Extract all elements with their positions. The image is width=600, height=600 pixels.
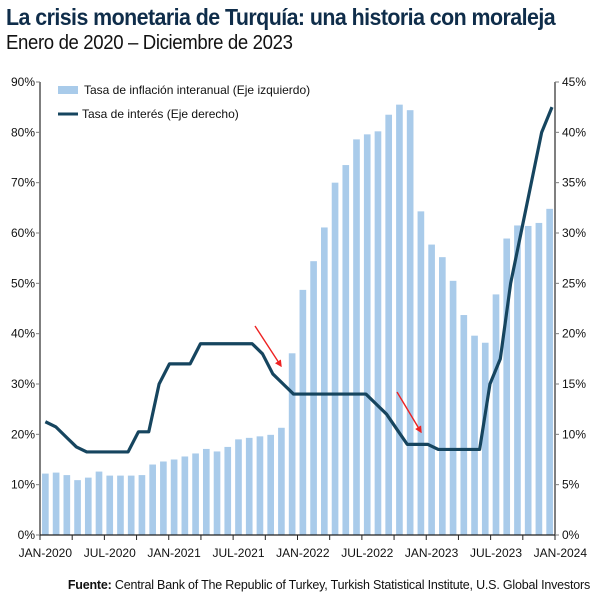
right-tick-label: 30% xyxy=(562,226,586,240)
x-tick-label: JUL-2021 xyxy=(212,546,264,560)
inflation-bar xyxy=(74,480,81,535)
x-tick-label: JAN-2022 xyxy=(276,546,330,560)
inflation-bar xyxy=(138,475,146,535)
annotation-arrow xyxy=(254,325,282,368)
inflation-bar xyxy=(353,139,360,535)
inflation-bar xyxy=(331,182,339,536)
inflation-bar xyxy=(224,446,232,535)
inflation-bar xyxy=(460,315,468,535)
right-tick-label: 15% xyxy=(562,377,586,391)
source-note: Fuente: Central Bank of The Republic of … xyxy=(68,578,590,592)
inflation-bar xyxy=(84,477,92,535)
source-label: Fuente: xyxy=(67,578,112,592)
right-tick-label: 20% xyxy=(562,327,586,341)
inflation-bar xyxy=(63,475,71,535)
left-tick-label: 40% xyxy=(11,327,35,341)
inflation-bar xyxy=(417,211,425,536)
left-tick-label: 20% xyxy=(11,427,35,441)
source-text: Central Bank of The Republic of Turkey, … xyxy=(111,578,590,592)
inflation-bar xyxy=(181,456,189,535)
inflation-bar xyxy=(202,448,210,535)
inflation-bar xyxy=(374,131,382,535)
inflation-bar xyxy=(481,342,489,535)
inflation-bar xyxy=(117,475,124,535)
inflation-bar xyxy=(213,451,221,535)
annotations-group xyxy=(254,325,422,434)
x-tick-label: JUL-2020 xyxy=(84,546,136,560)
inflation-bar xyxy=(363,134,371,535)
right-tick-label: 40% xyxy=(562,125,586,139)
x-tick-label: JUL-2023 xyxy=(470,546,522,560)
legend-bar-swatch xyxy=(58,86,78,94)
x-tick-label: JAN-2021 xyxy=(147,546,201,560)
annotation-arrow xyxy=(396,391,422,434)
chart-subtitle: Enero de 2020 – Diciembre de 2023 xyxy=(6,32,293,54)
right-tick-label: 5% xyxy=(562,478,580,492)
x-tick-label: JAN-2020 xyxy=(19,546,73,560)
x-tick-label: JUL-2022 xyxy=(341,546,393,560)
chart-title: La crisis monetaria de Turquía: una hist… xyxy=(6,4,556,30)
line-group xyxy=(44,106,554,454)
right-tick-label: 25% xyxy=(562,276,586,290)
inflation-bar xyxy=(503,238,511,536)
inflation-bar xyxy=(52,472,60,535)
left-tick-label: 60% xyxy=(11,226,35,240)
inflation-bar xyxy=(127,475,135,535)
inflation-bar xyxy=(42,473,49,535)
left-tick-label: 30% xyxy=(11,377,35,391)
inflation-bar xyxy=(170,459,178,535)
inflation-bar xyxy=(492,294,500,535)
inflation-bar xyxy=(256,436,264,535)
left-tick-label: 10% xyxy=(11,478,35,492)
bars-group xyxy=(42,104,553,536)
inflation-bar xyxy=(235,439,242,535)
legend-label-inflation: Tasa de inflación interanual (Eje izquie… xyxy=(84,83,310,97)
inflation-bar xyxy=(299,289,307,535)
inflation-bar xyxy=(95,471,103,535)
left-tick-label: 90% xyxy=(11,75,35,89)
x-tick-label: JAN-2023 xyxy=(405,546,459,560)
legend-label-interest: Tasa de interés (Eje derecho) xyxy=(82,107,239,121)
inflation-bar xyxy=(288,353,296,535)
right-tick-label: 35% xyxy=(562,176,586,190)
inflation-bar xyxy=(342,165,350,536)
inflation-bar xyxy=(514,225,521,535)
right-tick-label: 0% xyxy=(562,528,580,542)
legend: Tasa de inflación interanual (Eje izquie… xyxy=(58,83,310,121)
left-tick-label: 70% xyxy=(11,176,35,190)
left-tick-label: 0% xyxy=(18,528,36,542)
inflation-bar xyxy=(245,437,253,535)
inflation-bar xyxy=(192,453,199,535)
inflation-bar xyxy=(471,335,478,535)
inflation-bar xyxy=(396,104,403,536)
inflation-bar xyxy=(106,475,114,535)
inflation-bar xyxy=(428,244,435,535)
inflation-bar xyxy=(278,427,285,535)
inflation-bar xyxy=(546,208,553,535)
inflation-bar xyxy=(449,280,457,535)
x-tick-label: JAN-2024 xyxy=(534,546,588,560)
inflation-bar xyxy=(321,227,328,535)
right-tick-label: 45% xyxy=(562,75,586,89)
inflation-bar xyxy=(406,110,414,535)
inflation-bar xyxy=(524,225,532,535)
right-tick-label: 10% xyxy=(562,427,586,441)
inflation-bar xyxy=(160,461,167,535)
inflation-bar xyxy=(535,222,543,535)
inflation-bar xyxy=(310,261,317,535)
inflation-bar xyxy=(439,257,446,535)
inflation-bar xyxy=(149,464,156,535)
left-tick-label: 50% xyxy=(11,276,35,290)
inflation-bar xyxy=(267,434,274,535)
inflation-bar xyxy=(385,114,393,535)
left-tick-label: 80% xyxy=(11,125,35,139)
axes-group: 0% 10% 20% 30% 40% 50% 60% 70% 80% 90% 0% 5% 10% 15% 2… xyxy=(11,75,587,560)
interest-rate-line xyxy=(44,106,554,454)
